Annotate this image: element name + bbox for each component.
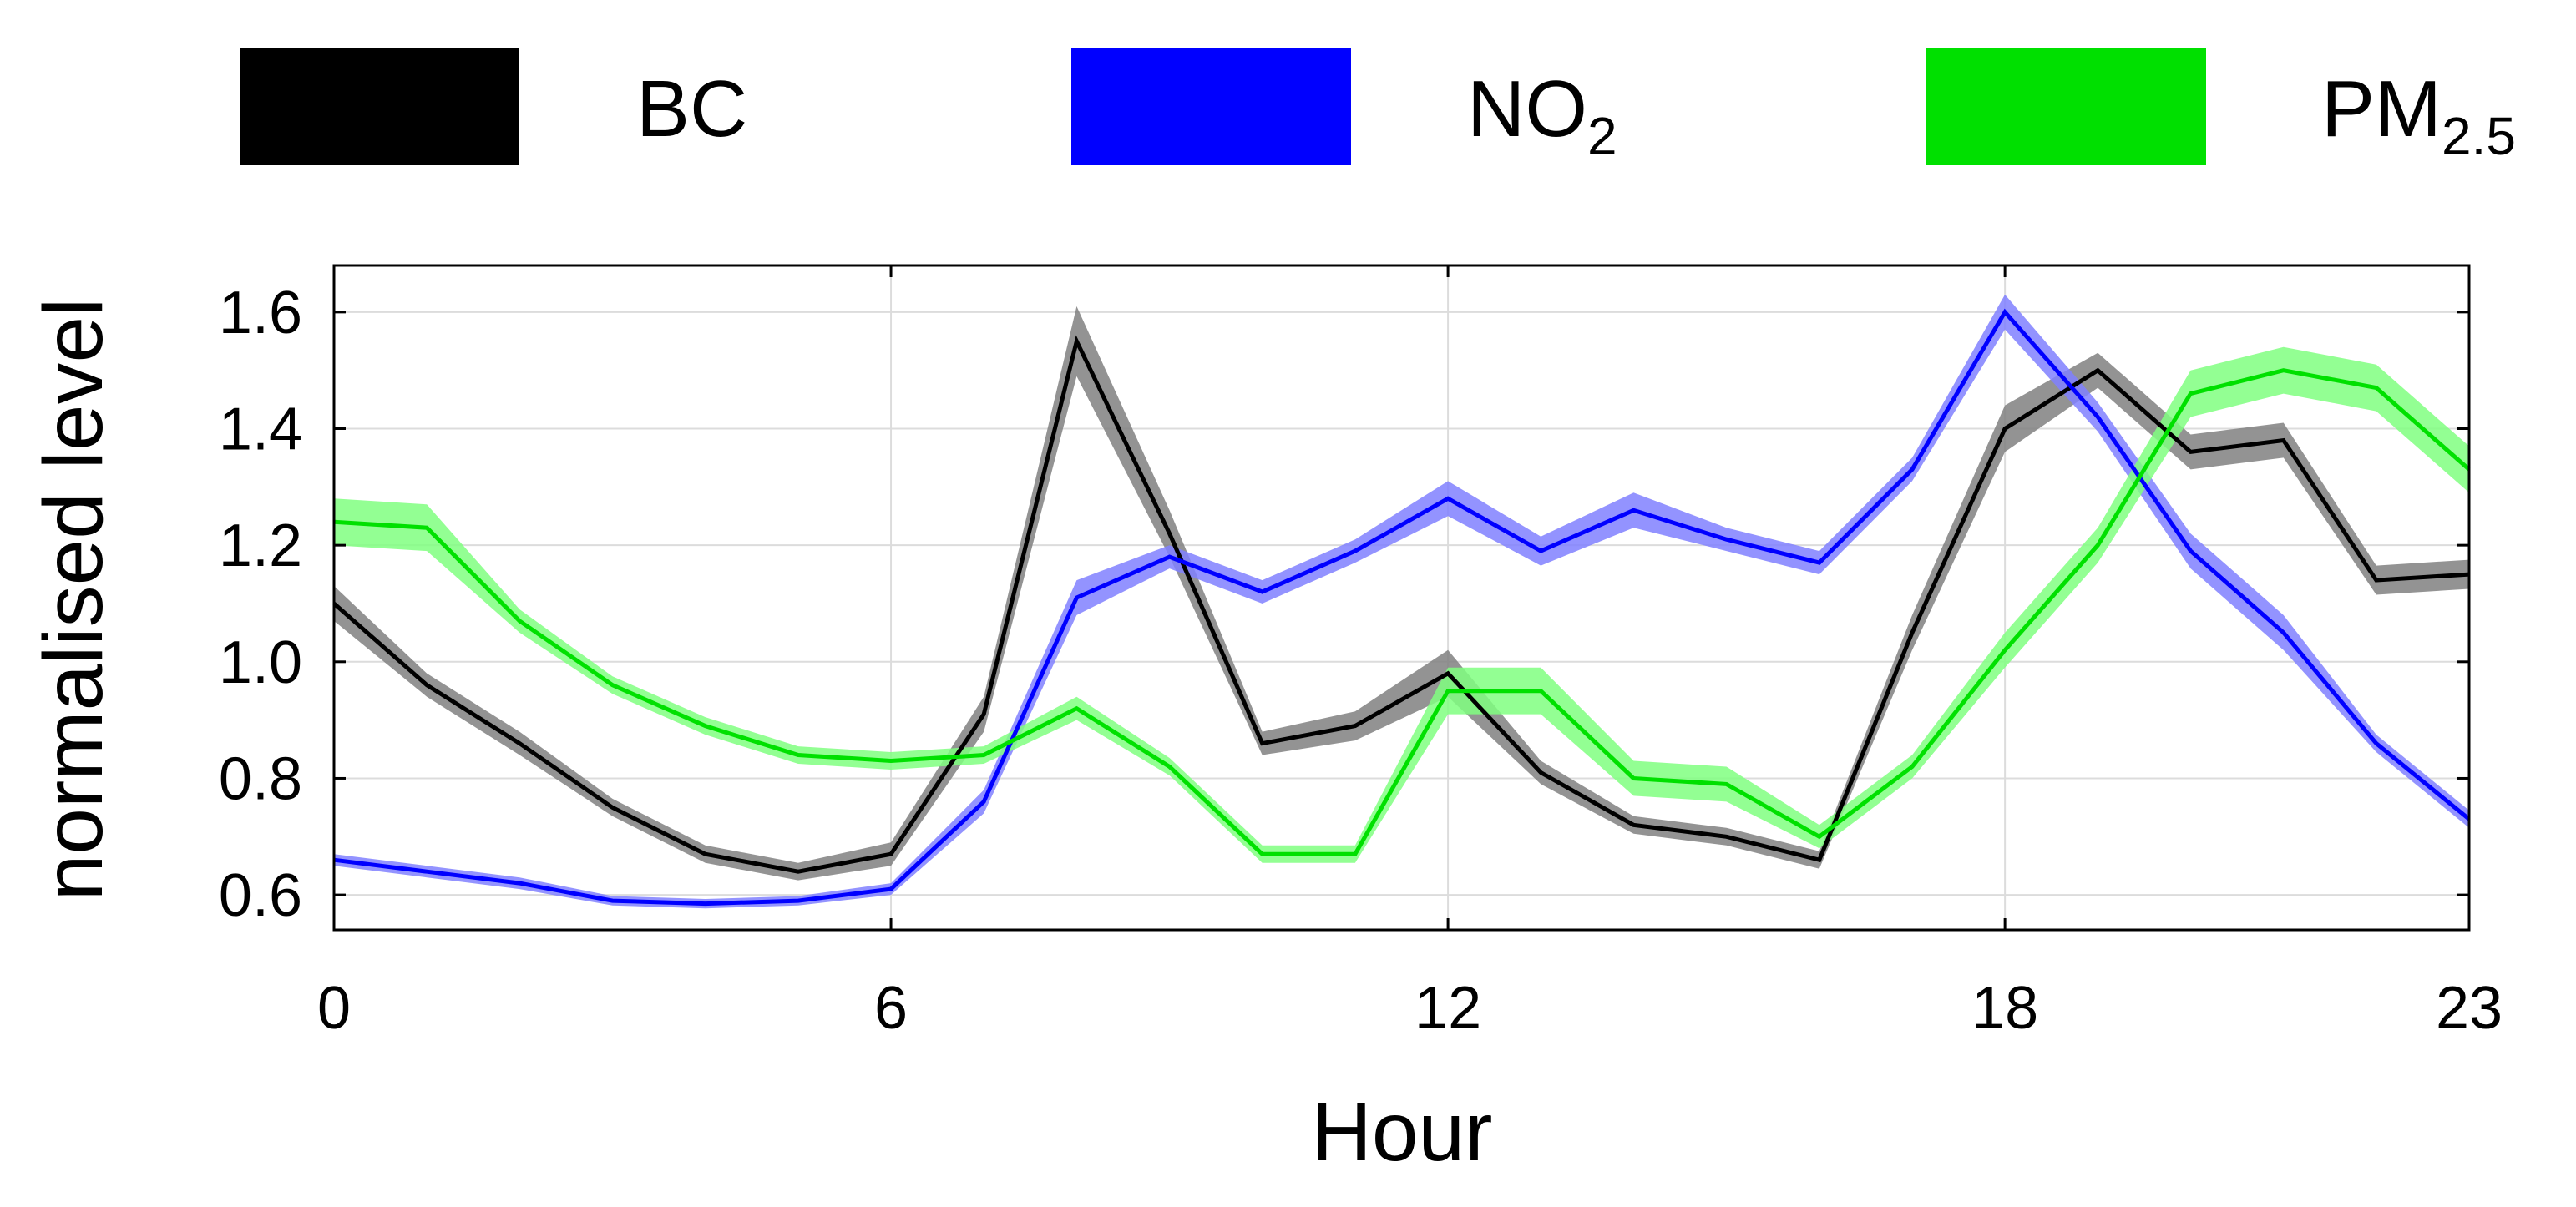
band-no2 — [334, 294, 2469, 909]
legend-label-no2: NO2 — [1467, 64, 1617, 166]
x-tick-label: 6 — [874, 975, 908, 1042]
y-tick-label: 1.2 — [219, 513, 302, 579]
y-axis-title: normalised level — [27, 298, 120, 901]
legend-swatch-pm25 — [1926, 48, 2206, 165]
legend: BC NO2 PM2.5 — [240, 48, 2516, 166]
band-pm25 — [334, 346, 2469, 863]
legend-label-pm25: PM2.5 — [2321, 64, 2516, 166]
plot-frame — [332, 264, 2471, 932]
axes: 0 6 12 18 23 0.6 0.8 1.0 1.2 1.4 1.6 — [219, 264, 2503, 1042]
y-tick-label: 1.4 — [219, 396, 302, 463]
line-no2 — [333, 308, 2471, 907]
line-bc — [332, 335, 2470, 874]
x-tick-label: 23 — [2436, 975, 2503, 1042]
x-tick-label: 18 — [1971, 975, 2038, 1042]
legend-label-bc: BC — [636, 64, 747, 154]
x-tick-label: 0 — [317, 975, 351, 1042]
x-tick-label: 12 — [1415, 975, 1481, 1042]
y-tick-label: 0.6 — [219, 862, 302, 929]
band-bc — [334, 306, 2469, 881]
legend-swatch-bc — [240, 48, 519, 165]
line-pm25 — [333, 368, 2471, 856]
uncertainty-bands — [334, 294, 2469, 909]
x-axis-title: Hour — [1312, 1085, 1493, 1179]
series-lines — [332, 308, 2471, 907]
y-tick-label: 0.8 — [219, 745, 302, 812]
y-tick-label: 1.0 — [219, 629, 302, 696]
legend-swatch-no2 — [1071, 48, 1351, 165]
y-tick-label: 1.6 — [219, 280, 302, 346]
